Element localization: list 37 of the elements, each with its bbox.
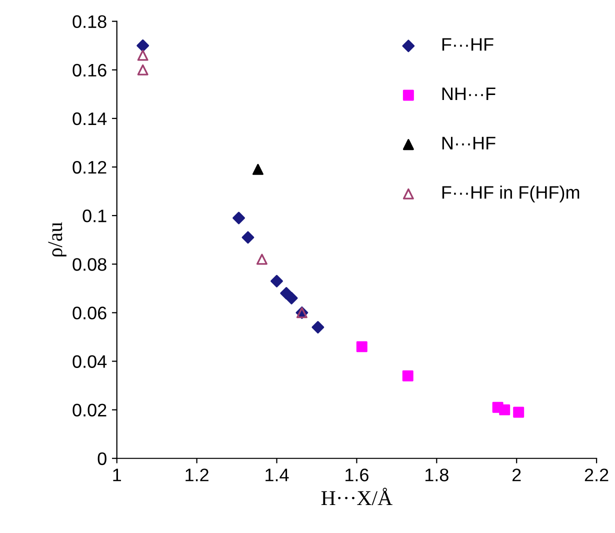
y-tick-label: 0: [98, 452, 106, 466]
point: [513, 406, 524, 418]
point: [402, 370, 414, 382]
legend-label: NH···F: [442, 88, 496, 100]
y-tick-label: 0.08: [72, 258, 106, 271]
y-tick-label: 0.14: [72, 112, 107, 126]
x-tick-label: 1.2: [186, 468, 208, 482]
legend-label: F···HF in F(HF)m: [442, 186, 580, 202]
point: [136, 39, 150, 52]
legend-label: N···HF: [442, 136, 496, 150]
point: [242, 231, 254, 244]
y-tick-label: 0.18: [72, 15, 106, 28]
point: [312, 321, 324, 334]
y-axis-title: ρ/au: [48, 222, 66, 256]
x-tick-label: 1.8: [425, 468, 448, 482]
x-tick-label: 1.6: [346, 468, 368, 482]
point: [285, 292, 298, 304]
point: [499, 404, 510, 416]
y-tick-label: 0.1: [82, 210, 106, 222]
x-tick-label: 2.2: [584, 468, 608, 482]
point: [232, 212, 245, 224]
y-tick-label: 0.06: [72, 306, 106, 320]
point: [256, 254, 268, 265]
point: [356, 341, 368, 352]
point: [137, 64, 148, 76]
x-axis-title: H···X/Å: [321, 488, 392, 506]
point: [137, 50, 148, 61]
point: [252, 164, 264, 175]
legend-label: F···HF: [442, 38, 494, 51]
y-tick-label: 0.02: [72, 404, 106, 417]
point: [270, 274, 283, 288]
x-tick-label: 2: [512, 468, 521, 482]
y-tick-label: 0.04: [72, 355, 107, 368]
x-tick-label: 1: [113, 468, 121, 482]
y-tick-label: 0.16: [72, 64, 106, 77]
y-tick-label: 0.12: [72, 160, 106, 174]
x-tick-label: 1.4: [266, 468, 289, 482]
